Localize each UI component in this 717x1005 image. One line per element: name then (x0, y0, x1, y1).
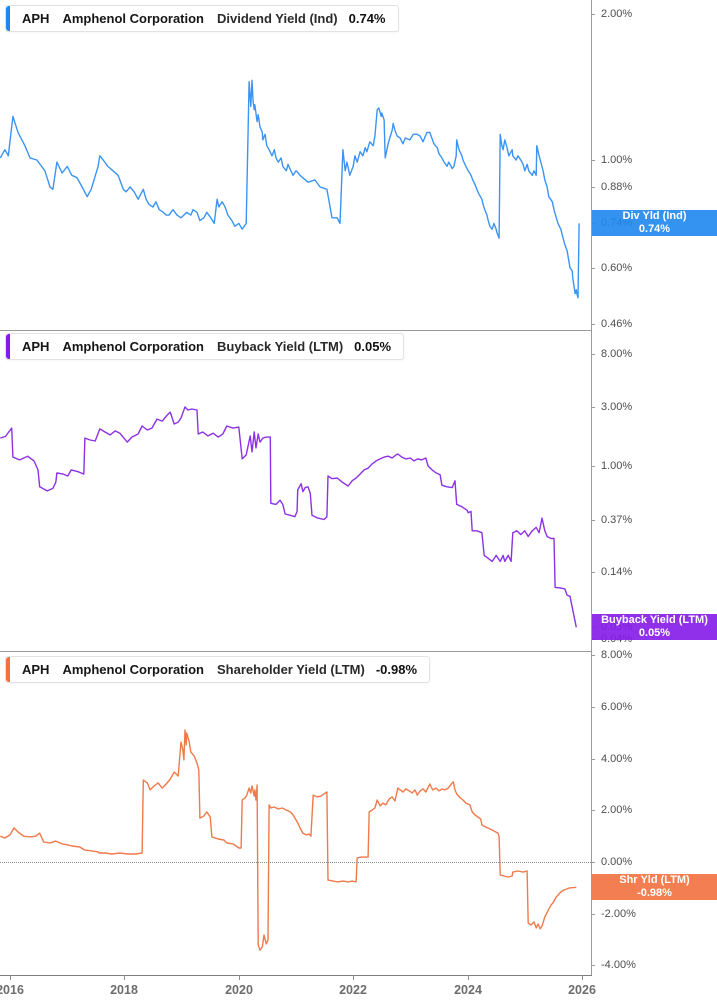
tick-label: 2.00% (601, 8, 633, 20)
tick-label: 2.00% (601, 804, 633, 816)
tick-mark (591, 707, 595, 708)
buyback-legend-color-bar (6, 334, 10, 359)
metric-value: -0.98% (375, 662, 418, 677)
company-label: Amphenol Corporation (62, 11, 204, 26)
tick-label: -2.00% (601, 908, 636, 920)
tick-label: 8.00% (601, 348, 633, 360)
shareholder-value-badge[interactable]: Shr Yld (LTM) -0.98% (592, 874, 717, 900)
tick-mark (591, 14, 595, 15)
company-label: Amphenol Corporation (62, 662, 204, 677)
tick-label: 4.00% (601, 753, 633, 765)
badge-label: Div Yld (Ind) (622, 210, 687, 222)
x-tick-mark (124, 975, 125, 980)
tick-mark (591, 187, 595, 188)
x-tick-mark (10, 975, 11, 980)
badge-value: 0.74% (638, 223, 671, 235)
company-label: Amphenol Corporation (62, 339, 204, 354)
zero-dotted-line (0, 862, 591, 863)
bottom-axis-line (0, 975, 592, 976)
shareholder-yield-line (0, 729, 577, 951)
x-tick-label: 2022 (339, 983, 367, 997)
tick-mark (591, 354, 595, 355)
tick-mark (591, 407, 595, 408)
plot-area[interactable] (0, 0, 592, 976)
shareholder-legend-color-bar (6, 657, 10, 682)
panel1-header[interactable]: APH Amphenol Corporation Dividend Yield … (5, 5, 399, 32)
metric-value: 0.74% (348, 11, 386, 26)
ticker-label: APH (22, 339, 50, 354)
x-tick-label: 2026 (568, 983, 596, 997)
panel-separator-2 (0, 651, 591, 652)
metric-label: Shareholder Yield (LTM) (217, 662, 365, 677)
x-tick-label: 2020 (225, 983, 253, 997)
x-tick-mark (239, 975, 240, 980)
tick-mark (591, 268, 595, 269)
badge-label: Buyback Yield (LTM) (601, 614, 708, 626)
tick-label: 1.00% (601, 460, 633, 472)
tick-mark (591, 324, 595, 325)
dividend-legend-color-bar (6, 6, 10, 31)
tick-label: 1.00% (601, 154, 633, 166)
tick-label: 6.00% (601, 701, 633, 713)
panel-separator-1 (0, 330, 591, 331)
ticker-label: APH (22, 11, 50, 26)
badge-value: -0.98% (637, 887, 672, 899)
metric-value: 0.05% (354, 339, 392, 354)
tick-mark (591, 914, 595, 915)
right-axis-line (591, 0, 592, 975)
ticker-label: APH (22, 662, 50, 677)
x-tick-mark (468, 975, 469, 980)
metric-label: Dividend Yield (Ind) (217, 11, 338, 26)
x-tick-mark (353, 975, 354, 980)
tick-label: 0.46% (601, 318, 633, 330)
buyback-yield-line (0, 406, 577, 628)
panel3-header[interactable]: APH Amphenol Corporation Shareholder Yie… (5, 656, 431, 683)
x-tick-mark (582, 975, 583, 980)
tick-mark (591, 466, 595, 467)
tick-mark (591, 572, 595, 573)
dividend-value-badge[interactable]: Div Yld (Ind) 0.74% (592, 210, 717, 236)
x-tick-label: 2018 (110, 983, 138, 997)
badge-label: Shr Yld (LTM) (619, 874, 690, 886)
tick-label: 0.88% (601, 181, 633, 193)
tick-mark (591, 810, 595, 811)
tick-mark (591, 520, 595, 521)
metric-label: Buyback Yield (LTM) (217, 339, 344, 354)
panel2-header[interactable]: APH Amphenol Corporation Buyback Yield (… (5, 333, 405, 360)
tick-mark (591, 160, 595, 161)
tick-label: 0.14% (601, 566, 633, 578)
buyback-value-badge[interactable]: Buyback Yield (LTM) 0.05% (592, 614, 717, 640)
tick-mark (591, 862, 595, 863)
tick-mark (591, 965, 595, 966)
tick-mark (591, 759, 595, 760)
tick-label: 0.00% (601, 856, 633, 868)
tick-label: 3.00% (601, 401, 633, 413)
dividend-yield-line (0, 79, 580, 299)
tick-label: 0.37% (601, 514, 633, 526)
tick-mark (591, 655, 595, 656)
x-tick-label: 2016 (0, 983, 24, 997)
tick-label: 8.00% (601, 649, 633, 661)
x-tick-label: 2024 (454, 983, 482, 997)
badge-value: 0.05% (638, 627, 671, 639)
tick-label: 0.60% (601, 262, 633, 274)
tick-label: -4.00% (601, 959, 636, 971)
